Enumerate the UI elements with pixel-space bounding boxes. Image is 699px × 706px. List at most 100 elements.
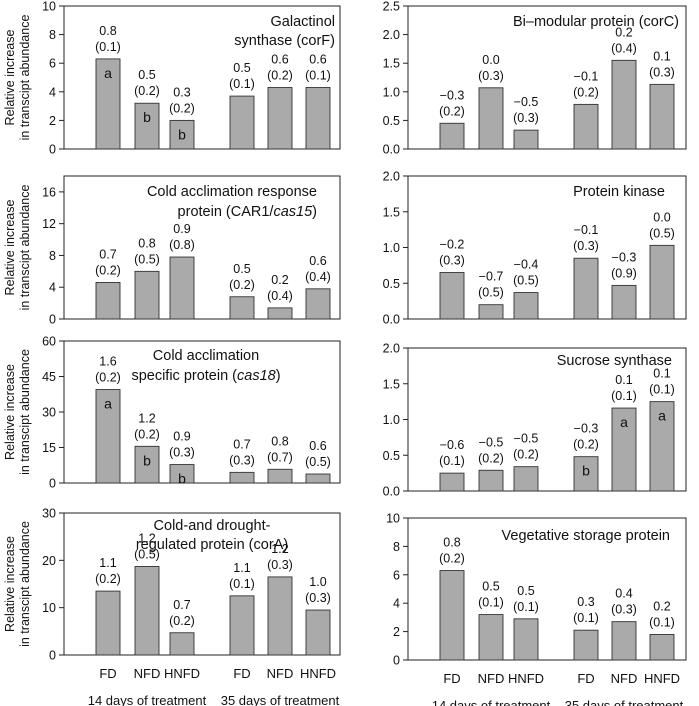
bar-fd-14d xyxy=(95,282,121,320)
y-tick-label: 0 xyxy=(393,654,400,668)
panel-frame xyxy=(63,175,341,320)
bar-fd-14d xyxy=(95,58,121,150)
bar-annotation-se: (0.2) xyxy=(573,438,599,452)
category-label: HNFD xyxy=(644,671,680,686)
bar-annotation-se: (0.3) xyxy=(611,603,637,617)
category-label: NFD xyxy=(267,666,294,681)
bar-nfd-35d xyxy=(611,59,637,150)
bar-annotation-se: (0.3) xyxy=(169,446,195,460)
bar-nfd-35d xyxy=(267,468,293,484)
y-tick-label: 1.5 xyxy=(383,57,400,71)
panel-4: 0.0 0.5 1.0 1.5 2.0 −0.2 (0.3) −0.7 (0.5) −0.4 (0.… xyxy=(383,170,687,327)
bar-annotation-se: (0.4) xyxy=(267,289,293,303)
bar-annotation-se: (0.5) xyxy=(134,252,160,266)
bar-annotation-mean: 0.5 xyxy=(233,61,250,75)
bar-annotation-mean: 0.4 xyxy=(615,587,632,601)
bar-fd-14d xyxy=(439,272,465,320)
bar-annotation-se: (0.2) xyxy=(267,69,293,83)
y-tick-label: 4 xyxy=(393,597,400,611)
y-tick-label: 2.5 xyxy=(383,0,400,14)
bar-annotation-se: (0.5) xyxy=(478,286,504,300)
bar-hnfd-14d xyxy=(513,618,539,661)
y-tick-label: 8 xyxy=(49,249,56,263)
bar-annotation-se: (0.2) xyxy=(95,371,121,385)
bar-fd-14d xyxy=(439,122,465,150)
bar-annotation-mean: 0.6 xyxy=(309,53,326,67)
bar-annotation-mean: 1.2 xyxy=(138,531,155,545)
panel-frame xyxy=(63,5,341,150)
bar-annotation-se: (0.3) xyxy=(305,591,331,605)
y-axis-label: Relative increasein transcipt abundance xyxy=(3,185,32,311)
panel-title: synthase (corF) xyxy=(234,33,335,49)
bar-annotation-mean: 0.8 xyxy=(443,536,460,550)
y-tick-label: 6 xyxy=(393,568,400,582)
bar-annotation-mean: −0.6 xyxy=(440,438,465,452)
bar-annotation-se: (0.5) xyxy=(305,455,331,469)
category-label: FD xyxy=(233,666,250,681)
bar-hnfd-35d xyxy=(649,401,675,492)
y-tick-label: 45 xyxy=(42,370,56,384)
bar-nfd-35d xyxy=(611,621,637,661)
bar-annotation-mean: 0.0 xyxy=(653,210,670,224)
bar-nfd-14d xyxy=(134,445,160,484)
bar-annotation-mean: −0.7 xyxy=(479,270,504,284)
bar-annotation-se: (0.2) xyxy=(229,278,255,292)
category-label: NFD xyxy=(134,666,161,681)
bar-annotation-mean: 0.7 xyxy=(99,247,116,261)
panel-title: specific protein (cas18) xyxy=(131,368,280,384)
y-tick-label: 2.0 xyxy=(383,28,400,42)
y-axis-label: Relative increasein transcipt abundance xyxy=(3,521,32,647)
category-label: FD xyxy=(99,666,116,681)
y-tick-label: 0.0 xyxy=(383,143,400,157)
bar-annotation-se: (0.7) xyxy=(267,450,293,464)
bar-hnfd-35d xyxy=(305,609,331,656)
bar-annotation-se: (0.2) xyxy=(439,552,465,566)
bar-nfd-14d xyxy=(478,87,504,150)
bar-annotation-se: (0.9) xyxy=(611,266,637,280)
bar-hnfd-14d xyxy=(169,632,195,656)
bar-annotation-se: (0.3) xyxy=(229,453,255,467)
bar-hnfd-14d xyxy=(169,464,195,484)
panel-title: Vegetative storage protein xyxy=(502,528,670,544)
bar-annotation-se: (0.3) xyxy=(478,69,504,83)
y-tick-label: 0.5 xyxy=(383,114,400,128)
bar-annotation-mean: 0.1 xyxy=(615,373,632,387)
bar-annotation-mean: 0.1 xyxy=(653,367,670,381)
y-tick-label: 0 xyxy=(49,313,56,327)
y-tick-label: 2.0 xyxy=(383,342,400,356)
bar-annotation-mean: 1.1 xyxy=(99,556,116,570)
category-label: HNFD xyxy=(508,671,544,686)
bar-annotation-se: (0.2) xyxy=(573,85,599,99)
bar-annotation-se: (0.1) xyxy=(229,77,255,91)
bar-hnfd-14d xyxy=(169,256,195,320)
y-tick-label: 4 xyxy=(49,85,56,99)
group-label-35d: 35 days of treatment xyxy=(565,698,684,706)
y-tick-label: 30 xyxy=(42,507,56,521)
category-label: NFD xyxy=(611,671,638,686)
bar-nfd-14d xyxy=(134,566,160,656)
bar-annotation-mean: 0.8 xyxy=(271,434,288,448)
bar-hnfd-35d xyxy=(649,633,675,661)
significance-letter: a xyxy=(658,408,666,424)
bar-annotation-se: (0.1) xyxy=(95,40,121,54)
bar-annotation-mean: 0.9 xyxy=(173,430,190,444)
bar-annotation-mean: 0.3 xyxy=(577,595,594,609)
bar-fd-35d xyxy=(573,103,599,150)
bar-annotation-se: (0.4) xyxy=(305,270,331,284)
bar-hnfd-14d xyxy=(513,466,539,492)
significance-letter: a xyxy=(104,65,112,81)
bar-annotation-mean: −0.5 xyxy=(514,95,539,109)
category-label: HNFD xyxy=(164,666,200,681)
y-tick-label: 2.0 xyxy=(383,170,400,184)
bar-annotation-se: (0.1) xyxy=(305,69,331,83)
bar-annotation-se: (0.3) xyxy=(439,254,465,268)
bar-annotation-se: (0.2) xyxy=(513,448,539,462)
bar-annotation-mean: 0.2 xyxy=(615,25,632,39)
panel-title: protein (CAR1/cas15) xyxy=(178,204,317,220)
bar-annotation-se: (0.1) xyxy=(513,600,539,614)
y-axis-label: Relative increasein transcipt abundance xyxy=(3,15,32,141)
bar-fd-35d xyxy=(229,595,255,656)
y-tick-label: 16 xyxy=(42,185,56,199)
bar-fd-14d xyxy=(439,472,465,492)
